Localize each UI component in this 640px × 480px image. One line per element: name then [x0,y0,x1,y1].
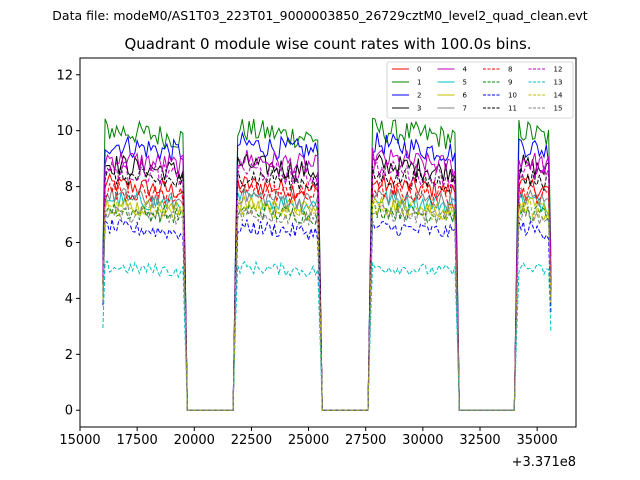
y-tick-label: 2 [65,348,73,363]
series-layer [102,117,552,411]
x-tick-label: 15000 [59,433,100,448]
x-tick-label: 22500 [231,433,272,448]
y-tick-label: 6 [65,236,73,251]
y-tick-label: 10 [56,124,73,139]
legend-box [386,61,574,119]
y-tick-label: 0 [65,404,73,419]
x-tick-label: 30000 [402,433,443,448]
y-tick-label: 8 [65,180,73,195]
legend-label-12: 12 [554,66,563,74]
series-line-15 [102,203,552,411]
y-tick-label: 12 [56,68,73,83]
y-axis: 0 2 4 6 8 10 12 [56,68,80,419]
legend-label-10: 10 [508,92,517,100]
legend-label-9: 9 [508,79,512,87]
x-tick-label: 32500 [459,433,500,448]
legend-label-1: 1 [417,79,421,87]
x-tick-label: 35000 [516,433,557,448]
legend-label-6: 6 [463,92,468,100]
legend-label-5: 5 [463,79,467,87]
data-file-suptitle: Data file: modeM0/AS1T03_223T01_90000038… [52,8,587,23]
legend-label-15: 15 [554,105,563,113]
x-tick-label: 25000 [288,433,329,448]
legend-label-4: 4 [463,66,468,74]
x-axis-offset-label: +3.371e8 [512,455,576,470]
legend-label-0: 0 [417,66,421,74]
legend-label-3: 3 [417,105,421,113]
x-tick-label: 20000 [174,433,215,448]
y-tick-label: 4 [65,292,73,307]
x-tick-label: 17500 [116,433,157,448]
legend-label-11: 11 [508,105,517,113]
legend-label-8: 8 [508,66,512,74]
x-tick-label: 27500 [345,433,386,448]
x-axis: 15000 17500 20000 22500 25000 27500 30000 32500… [59,427,558,448]
chart-title: Quadrant 0 module wise count rates with … [124,35,531,53]
legend-label-7: 7 [463,105,467,113]
legend-label-13: 13 [554,79,563,87]
legend-label-14: 14 [554,92,563,100]
legend-label-2: 2 [417,92,421,100]
